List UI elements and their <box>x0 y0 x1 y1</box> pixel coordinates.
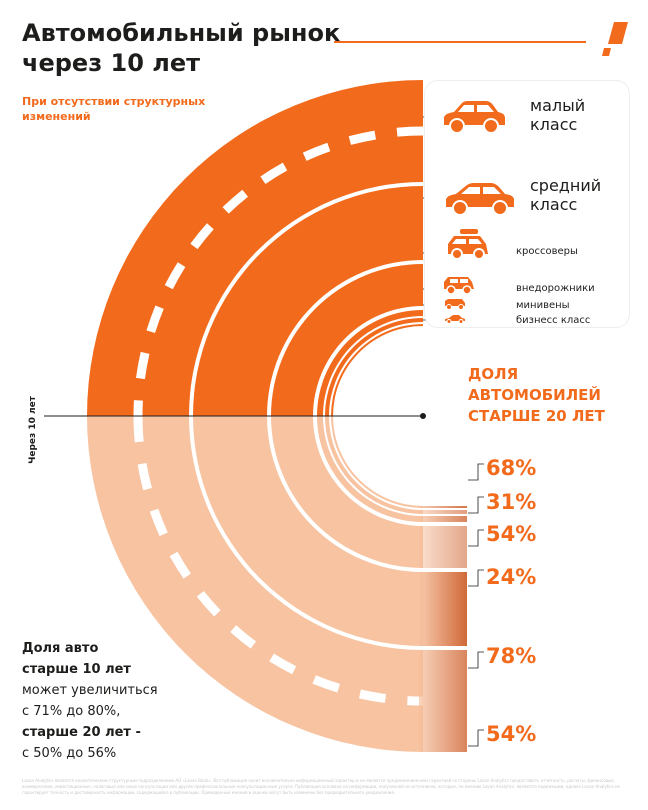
value-label-business: 68% <box>486 456 537 480</box>
time-divider-dot <box>420 413 426 419</box>
logo-icon <box>602 22 628 56</box>
axis-label-10-years: Через 10 лет <box>28 396 38 464</box>
road-band-medium-class-top <box>193 186 423 416</box>
value-label-crossovers: 24% <box>486 565 537 589</box>
value-leader-minivans <box>468 496 484 514</box>
value-leader-business <box>468 463 484 481</box>
summary-note: Доля авто старше 10 лет может увеличитьс… <box>22 641 158 761</box>
share-title: ДОЛЯ АВТОМОБИЛЕЙ СТАРШЕ 20 ЛЕТ <box>468 365 605 425</box>
bar-tail-medium-class <box>419 572 467 646</box>
business-car-icon <box>445 315 465 324</box>
legend-label-business: бизнесс класс <box>516 315 591 326</box>
value-leader-crossovers <box>468 569 484 587</box>
bar-tail-small-class <box>419 650 467 752</box>
bar-tail-crossovers <box>419 526 467 568</box>
legend-label-crossovers: кроссоверы <box>516 246 578 257</box>
value-leader-offroad <box>468 529 484 547</box>
offroad-icon <box>444 277 474 295</box>
minivan-icon <box>445 299 465 310</box>
value-label-medium-class: 78% <box>486 644 537 668</box>
sedan-icon <box>446 183 514 216</box>
bar-tail-minivans <box>419 510 467 514</box>
value-label-small-class: 54% <box>486 722 537 746</box>
road-band-crossovers-bottom <box>271 416 423 568</box>
road-band-crossovers-top <box>271 264 423 416</box>
value-leader-medium-class <box>468 651 484 669</box>
disclaimer: Lavan Analytics является аналитическим с… <box>22 778 620 795</box>
road-band-small-class-bottom <box>87 416 423 752</box>
value-label-offroad: 54% <box>486 522 537 546</box>
page-subtitle: При отсутствии структурных изменений <box>22 95 206 123</box>
bar-tail-business <box>419 506 467 508</box>
legend-label-offroad: внедорожники <box>516 283 595 294</box>
road-band-offroad-bottom <box>317 416 423 522</box>
value-leader-small-class <box>468 729 484 747</box>
road-band-offroad-top <box>317 310 423 416</box>
road-band-medium-class-bottom <box>193 416 423 646</box>
page-title: Автомобильный рынок через 10 лет <box>22 19 341 77</box>
suv-roof-box-icon <box>448 229 488 260</box>
sedan-icon <box>444 101 505 134</box>
lane-marking-top <box>133 126 424 417</box>
legend-label-small-class: малый класс <box>530 96 586 134</box>
legend-label-minivans: минивены <box>516 300 570 311</box>
value-label-minivans: 31% <box>486 490 537 514</box>
header-divider <box>334 41 586 43</box>
bar-tail-offroad <box>419 516 467 522</box>
lane-marking-bottom <box>133 415 424 706</box>
road-band-small-class-top <box>87 80 423 416</box>
legend-label-medium-class: средний класс <box>530 176 602 214</box>
